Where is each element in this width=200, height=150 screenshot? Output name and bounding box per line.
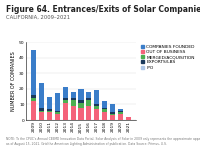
Bar bbox=[47, 97, 52, 120]
Bar bbox=[31, 95, 36, 98]
Bar bbox=[55, 93, 60, 120]
Text: NOTE: To the CPUC's Annual CEEMD Innovation Data Portal. Solar Analysis of Solar: NOTE: To the CPUC's Annual CEEMD Innovat… bbox=[6, 137, 200, 146]
Bar bbox=[78, 89, 84, 120]
Bar bbox=[102, 101, 107, 120]
Bar bbox=[94, 109, 99, 120]
Bar bbox=[94, 104, 99, 106]
Bar bbox=[71, 106, 76, 120]
Legend: COMPANIES FOUNDED, OUT OF BUSINESS, MERGED/ACQUISITION, EXPORTS/LBS, IPO: COMPANIES FOUNDED, OUT OF BUSINESS, MERG… bbox=[140, 44, 195, 70]
Bar bbox=[55, 112, 60, 114]
Y-axis label: NUMBER OF COMPANIES: NUMBER OF COMPANIES bbox=[11, 51, 16, 111]
Bar bbox=[47, 109, 52, 111]
Bar bbox=[118, 112, 123, 114]
Bar bbox=[47, 111, 52, 112]
Bar bbox=[118, 111, 123, 112]
Bar bbox=[63, 100, 68, 103]
Bar bbox=[31, 101, 36, 120]
Bar bbox=[78, 108, 84, 120]
Bar bbox=[39, 108, 44, 111]
Bar bbox=[118, 114, 123, 120]
Bar bbox=[110, 115, 115, 120]
Bar bbox=[71, 100, 76, 106]
Bar bbox=[78, 103, 84, 108]
Bar bbox=[110, 104, 115, 120]
Bar bbox=[86, 92, 91, 120]
Bar bbox=[86, 106, 91, 120]
Bar bbox=[63, 103, 68, 120]
Bar bbox=[63, 98, 68, 100]
Bar bbox=[86, 98, 91, 100]
Bar bbox=[63, 87, 68, 120]
Bar bbox=[47, 112, 52, 120]
Bar bbox=[94, 90, 99, 120]
Bar bbox=[55, 114, 60, 120]
Bar bbox=[31, 50, 36, 120]
Bar bbox=[126, 117, 131, 120]
Bar bbox=[31, 98, 36, 101]
Bar bbox=[78, 100, 84, 103]
Text: Figure 64. Entrances/Exits of Solar Companies: Figure 64. Entrances/Exits of Solar Comp… bbox=[6, 4, 200, 14]
Bar bbox=[71, 92, 76, 120]
Bar bbox=[86, 100, 91, 106]
Bar bbox=[102, 109, 107, 112]
Bar bbox=[126, 117, 131, 120]
Bar bbox=[118, 109, 123, 120]
Bar bbox=[55, 111, 60, 112]
Bar bbox=[110, 114, 115, 115]
Text: CALIFORNIA, 2009–2021: CALIFORNIA, 2009–2021 bbox=[6, 15, 70, 20]
Bar bbox=[94, 106, 99, 109]
Bar bbox=[102, 112, 107, 120]
Bar bbox=[110, 112, 115, 114]
Bar bbox=[39, 112, 44, 120]
Bar bbox=[39, 82, 44, 120]
Bar bbox=[39, 111, 44, 112]
Bar bbox=[102, 108, 107, 109]
Bar bbox=[71, 98, 76, 100]
